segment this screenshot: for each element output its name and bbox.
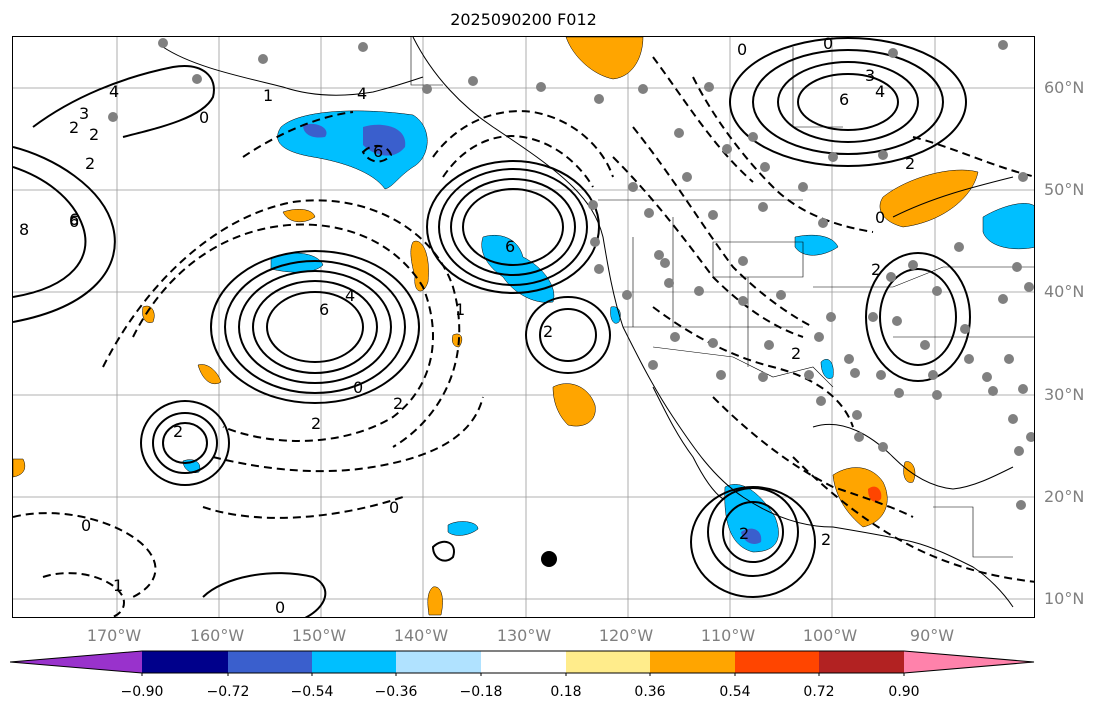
- contours-solid: [13, 37, 971, 617]
- lon-label: 100°W: [802, 626, 858, 645]
- contour-label: 2: [85, 154, 95, 173]
- colorbar-segment: [650, 651, 735, 673]
- contour-label: 1: [263, 86, 273, 105]
- shading-red: [868, 486, 882, 502]
- contour-label: 4: [357, 84, 367, 103]
- contour-label: 6: [69, 212, 79, 231]
- contour-label: 2: [791, 344, 801, 363]
- colorbar-tick: 0.36: [634, 684, 666, 700]
- colorbar-tick: 0.72: [803, 684, 835, 700]
- contour-labels: 4 3 2 2 6 8 2 0 4 6 1 4 6 6 2 0 2 2 0 2 …: [19, 37, 915, 617]
- contour-label: 0: [875, 208, 885, 227]
- lon-label: 130°W: [496, 626, 552, 645]
- contour-label: 2: [311, 414, 321, 433]
- contour-label: 6: [839, 90, 849, 109]
- colorbar-segment: [735, 651, 819, 673]
- center-dot: [541, 551, 557, 567]
- contour-label: 0: [199, 108, 209, 127]
- contour-label: 1: [113, 576, 123, 595]
- contour-label: 0: [275, 598, 285, 617]
- contour-label: 4: [875, 82, 885, 101]
- contour-label: 0: [389, 498, 399, 517]
- colorbar-tick: −0.18: [459, 684, 503, 700]
- colorbar: [10, 650, 1035, 676]
- colorbar-segment: [312, 651, 396, 673]
- contour-label: 2: [69, 118, 79, 137]
- contour-label: 2: [393, 394, 403, 413]
- colorbar-tick: −0.54: [290, 684, 334, 700]
- lon-label: 110°W: [700, 626, 756, 645]
- colorbar-tick: 0.90: [888, 684, 920, 700]
- lat-label: 60°N: [1044, 78, 1085, 97]
- colorbar-segment: [481, 651, 566, 673]
- contour-label: 0: [823, 37, 833, 53]
- contour-label: 8: [19, 220, 29, 239]
- lon-label: 120°W: [598, 626, 654, 645]
- lon-label: 170°W: [86, 626, 142, 645]
- contour-label: 6: [69, 210, 79, 229]
- lat-label: 20°N: [1044, 487, 1085, 506]
- colorbar-tick: −0.72: [206, 684, 250, 700]
- colorbar-tick: −0.36: [374, 684, 418, 700]
- lon-label: 140°W: [393, 626, 449, 645]
- lon-label: 90°W: [909, 626, 955, 645]
- contour-label: 2: [905, 154, 915, 173]
- shading-orange: [13, 37, 979, 616]
- lat-label: 40°N: [1044, 282, 1085, 301]
- contour-label: 6: [373, 142, 383, 161]
- contour-label: 1: [455, 300, 465, 319]
- plot-title: 2025090200 F012: [450, 10, 597, 29]
- colorbar-tick: 0.18: [550, 684, 582, 700]
- contour-label: 2: [821, 530, 831, 549]
- colorbar-segment: [228, 651, 312, 673]
- contour-label: 0: [737, 40, 747, 59]
- contour-label: 2: [543, 322, 553, 341]
- colorbar-tick: 0.54: [719, 684, 751, 700]
- lat-label: 30°N: [1044, 385, 1085, 404]
- lat-label: 10°N: [1044, 589, 1085, 608]
- lat-label: 50°N: [1044, 180, 1085, 199]
- contour-label: 2: [871, 260, 881, 279]
- colorbar-segment: [396, 651, 481, 673]
- contour-label: 2: [89, 125, 99, 144]
- coastlines: [162, 37, 1014, 608]
- contour-label: 0: [353, 378, 363, 397]
- lon-label: 150°W: [291, 626, 347, 645]
- station-markers: [108, 38, 1034, 510]
- colorbar-segment: [904, 651, 1034, 673]
- map-canvas: 4 3 2 2 6 8 2 0 4 6 1 4 6 6 2 0 2 2 0 2 …: [13, 37, 1034, 617]
- shading-dark: [303, 123, 762, 544]
- contour-label: 4: [345, 286, 355, 305]
- colorbar-segment: [10, 651, 142, 673]
- map-panel: 4 3 2 2 6 8 2 0 4 6 1 4 6 6 2 0 2 2 0 2 …: [12, 36, 1035, 618]
- contour-label: 0: [81, 516, 91, 535]
- colorbar-tick: −0.90: [120, 684, 164, 700]
- contour-label: 2: [173, 422, 183, 441]
- contour-label: 3: [865, 66, 875, 85]
- contour-label: 6: [319, 300, 329, 319]
- colorbar-segment: [819, 651, 904, 673]
- contour-label: 3: [79, 104, 89, 123]
- contour-label: 6: [505, 237, 515, 256]
- contours-dashed: [13, 56, 1034, 617]
- political-borders: [410, 37, 1034, 558]
- lon-label: 160°W: [189, 626, 245, 645]
- colorbar-segment: [142, 651, 228, 673]
- contour-label: 4: [109, 82, 119, 101]
- contour-label: 2: [739, 524, 749, 543]
- colorbar-segment: [566, 651, 650, 673]
